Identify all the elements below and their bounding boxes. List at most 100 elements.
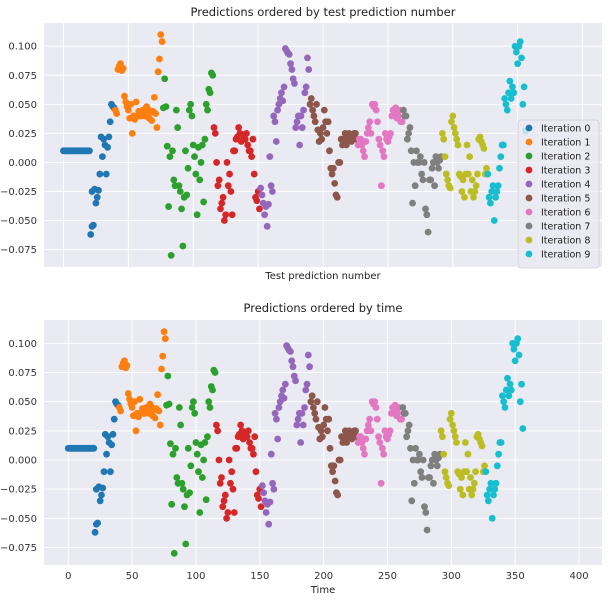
point-iteration-1 xyxy=(154,391,162,399)
point-iteration-3 xyxy=(248,444,256,452)
point-iteration-6 xyxy=(364,421,372,429)
point-iteration-7 xyxy=(399,404,407,411)
point-iteration-7 xyxy=(404,427,412,435)
point-iteration-9 xyxy=(500,398,508,406)
point-iteration-5 xyxy=(333,193,341,201)
y-tick-label: −0.075 xyxy=(0,543,37,554)
point-iteration-8 xyxy=(458,474,465,481)
point-iteration-0 xyxy=(108,441,116,449)
point-iteration-9 xyxy=(516,38,524,45)
point-iteration-2 xyxy=(193,450,201,458)
point-iteration-8 xyxy=(449,421,457,429)
point-iteration-2 xyxy=(209,71,217,79)
point-iteration-6 xyxy=(375,433,382,441)
point-iteration-5 xyxy=(311,409,319,417)
point-iteration-8 xyxy=(481,462,488,470)
point-iteration-5 xyxy=(317,129,324,137)
point-iteration-3 xyxy=(244,427,252,435)
y-tick-label: −0.050 xyxy=(0,514,37,525)
point-iteration-9 xyxy=(514,335,522,343)
point-iteration-5 xyxy=(331,477,339,485)
point-iteration-6 xyxy=(367,427,375,435)
point-iteration-2 xyxy=(189,141,197,149)
point-iteration-3 xyxy=(224,509,232,516)
point-iteration-0 xyxy=(96,170,104,178)
point-iteration-9 xyxy=(499,392,506,400)
point-iteration-6 xyxy=(367,129,375,137)
point-iteration-3 xyxy=(223,159,231,166)
point-iteration-2 xyxy=(205,398,213,406)
point-iteration-8 xyxy=(456,485,464,493)
point-iteration-1 xyxy=(124,106,132,114)
point-iteration-5 xyxy=(336,159,344,166)
point-iteration-4 xyxy=(300,106,307,114)
point-iteration-5 xyxy=(310,112,318,120)
point-iteration-2 xyxy=(201,135,209,143)
point-iteration-5 xyxy=(318,433,326,441)
point-iteration-2 xyxy=(165,400,173,408)
point-iteration-8 xyxy=(459,491,467,499)
point-iteration-4 xyxy=(304,54,311,62)
point-iteration-7 xyxy=(421,503,428,511)
point-iteration-3 xyxy=(233,444,241,452)
point-iteration-5 xyxy=(325,415,333,423)
point-iteration-3 xyxy=(256,205,263,213)
point-iteration-3 xyxy=(219,503,227,511)
point-iteration-8 xyxy=(437,427,445,435)
chart-panel-1: −0.075 −0.050 −0.025 0.000 0.025 0.050 0.075 0.… xyxy=(0,5,602,282)
point-iteration-9 xyxy=(505,392,513,400)
point-iteration-4 xyxy=(281,380,289,388)
point-iteration-5 xyxy=(310,404,317,411)
point-iteration-9 xyxy=(493,462,501,470)
point-iteration-4 xyxy=(299,421,307,429)
x-tick-label: 0 xyxy=(65,571,71,582)
point-iteration-5 xyxy=(331,179,339,187)
point-iteration-4 xyxy=(306,363,313,371)
point-iteration-1 xyxy=(155,407,163,415)
legend-marker xyxy=(525,138,533,146)
point-iteration-3 xyxy=(255,495,262,502)
point-iteration-2 xyxy=(188,112,196,120)
legend-label: Iteration 9 xyxy=(541,250,590,261)
point-iteration-9 xyxy=(484,497,492,505)
point-iteration-8 xyxy=(471,188,479,195)
point-iteration-2 xyxy=(204,106,211,114)
point-iteration-8 xyxy=(453,439,460,446)
point-iteration-8 xyxy=(461,439,469,446)
point-iteration-2 xyxy=(198,141,206,149)
point-iteration-6 xyxy=(365,124,372,131)
point-iteration-6 xyxy=(371,398,379,406)
point-iteration-3 xyxy=(214,427,222,435)
y-tick-label: 0.025 xyxy=(8,426,37,437)
point-iteration-0 xyxy=(89,221,97,229)
point-iteration-8 xyxy=(474,170,481,178)
point-iteration-7 xyxy=(413,147,420,155)
point-iteration-5 xyxy=(342,141,350,149)
point-iteration-0 xyxy=(98,491,105,499)
point-iteration-9 xyxy=(518,380,525,388)
point-iteration-9 xyxy=(510,345,518,353)
point-iteration-7 xyxy=(401,409,409,417)
point-iteration-4 xyxy=(297,439,305,446)
point-iteration-9 xyxy=(512,48,520,56)
legend-label: Iteration 4 xyxy=(541,180,590,191)
point-iteration-0 xyxy=(92,199,100,207)
point-iteration-8 xyxy=(461,193,468,201)
point-iteration-9 xyxy=(502,100,510,108)
point-iteration-2 xyxy=(200,456,208,464)
point-iteration-7 xyxy=(405,421,413,429)
point-iteration-9 xyxy=(495,450,502,458)
point-iteration-9 xyxy=(482,468,490,476)
point-iteration-5 xyxy=(330,462,338,470)
point-iteration-5 xyxy=(311,118,319,126)
point-iteration-3 xyxy=(228,211,236,219)
point-iteration-6 xyxy=(378,444,386,452)
point-iteration-1 xyxy=(159,352,167,360)
point-iteration-5 xyxy=(324,427,331,435)
point-iteration-6 xyxy=(376,141,384,149)
legend-marker xyxy=(525,180,533,188)
point-iteration-5 xyxy=(324,118,332,126)
point-iteration-2 xyxy=(177,421,185,429)
point-iteration-2 xyxy=(179,485,187,493)
point-iteration-4 xyxy=(302,83,310,91)
